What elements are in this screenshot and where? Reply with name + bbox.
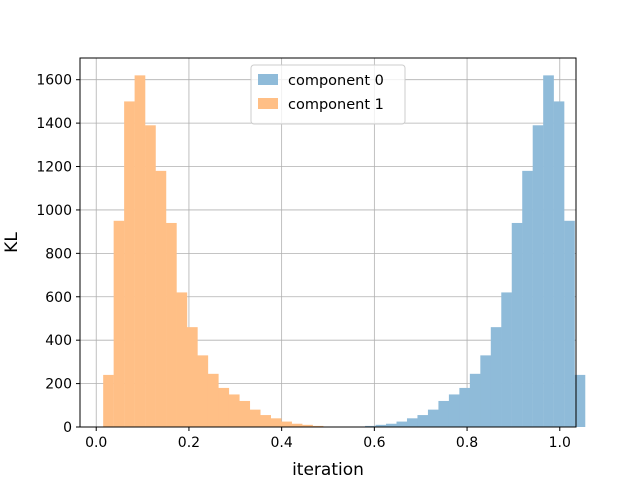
x-tick-label: 0.4 xyxy=(271,435,293,451)
bar-component-1-13 xyxy=(239,400,251,427)
plot-frame xyxy=(79,57,577,428)
bar-component-1-6 xyxy=(166,222,177,427)
bar-component-1-2 xyxy=(124,101,135,427)
bar-component-1-10 xyxy=(207,373,219,427)
legend-swatch-component-1 xyxy=(258,98,278,109)
bar-component-0-32 xyxy=(438,400,450,427)
x-tick-label: 0.8 xyxy=(456,435,478,451)
bar-component-0-36 xyxy=(480,355,491,427)
y-tick-label: 600 xyxy=(45,290,72,306)
bar-component-0-42 xyxy=(543,75,554,427)
y-tick-label: 200 xyxy=(45,377,72,393)
bar-component-0-44 xyxy=(564,220,575,427)
bar-component-1-15 xyxy=(260,415,271,427)
bar-component-0-25 xyxy=(365,425,376,427)
bar-component-1-3 xyxy=(134,75,146,427)
y-tick-label: 1600 xyxy=(36,73,72,89)
bar-component-1-20 xyxy=(312,425,324,427)
bar-component-0-30 xyxy=(417,415,429,427)
bar-component-0-27 xyxy=(386,423,397,427)
bar-component-0-34 xyxy=(459,387,471,427)
y-axis: 0 200 400 600 800 1000 1200 1400 1600 xyxy=(36,73,80,436)
bar-component-1-12 xyxy=(228,394,240,427)
bar-component-1-16 xyxy=(270,418,282,427)
y-tick-label: 400 xyxy=(45,333,72,349)
legend-label-component-1: component 1 xyxy=(288,97,384,113)
bar-component-1-7 xyxy=(176,292,188,427)
bar-component-1-11 xyxy=(218,387,230,427)
legend: component 0 component 1 xyxy=(250,64,406,125)
x-tick-label: 0.0 xyxy=(85,435,107,451)
bar-component-0-37 xyxy=(490,327,502,427)
x-tick-label: 0.2 xyxy=(178,435,200,451)
series-component-1 xyxy=(103,75,324,427)
y-tick-label: 1200 xyxy=(36,160,72,176)
bar-component-1-19 xyxy=(302,424,313,427)
bar-component-0-39 xyxy=(511,222,523,427)
bar-component-0-29 xyxy=(406,418,418,427)
bar-component-1-14 xyxy=(249,409,261,427)
bar-component-0-26 xyxy=(375,424,387,427)
series-component-0 xyxy=(365,75,586,427)
y-tick-label: 1000 xyxy=(36,203,72,219)
bar-component-1-1 xyxy=(113,220,125,427)
legend-box xyxy=(250,64,406,125)
bar-component-1-18 xyxy=(291,423,303,427)
histogram-bars xyxy=(103,75,586,427)
bar-component-0-28 xyxy=(396,421,408,427)
bar-component-1-4 xyxy=(145,125,156,427)
bar-component-1-9 xyxy=(197,355,209,427)
y-tick-label: 0 xyxy=(63,420,72,436)
bar-component-0-38 xyxy=(501,292,512,427)
legend-swatch-component-0 xyxy=(258,74,278,85)
bar-component-0-43 xyxy=(553,101,565,427)
x-tick-label: 0.6 xyxy=(363,435,385,451)
bar-component-0-31 xyxy=(427,409,439,427)
bar-component-0-33 xyxy=(448,394,460,427)
x-tick-label: 1.0 xyxy=(549,435,571,451)
legend-label-component-0: component 0 xyxy=(288,73,384,89)
bar-component-1-17 xyxy=(281,421,292,427)
bar-component-1-8 xyxy=(186,327,198,427)
bar-component-0-40 xyxy=(522,170,533,427)
y-tick-label: 1400 xyxy=(36,116,72,132)
bar-component-0-35 xyxy=(469,373,481,427)
x-axis: 0.0 0.2 0.4 0.6 0.8 1.0 xyxy=(85,427,571,451)
bar-component-1-0 xyxy=(103,374,114,427)
bar-component-0-45 xyxy=(574,374,586,427)
x-axis-label: iteration xyxy=(292,460,364,480)
bar-component-0-41 xyxy=(532,125,544,427)
bar-component-1-5 xyxy=(155,170,167,427)
y-axis-label: KL xyxy=(2,232,22,253)
y-tick-label: 800 xyxy=(45,246,72,262)
